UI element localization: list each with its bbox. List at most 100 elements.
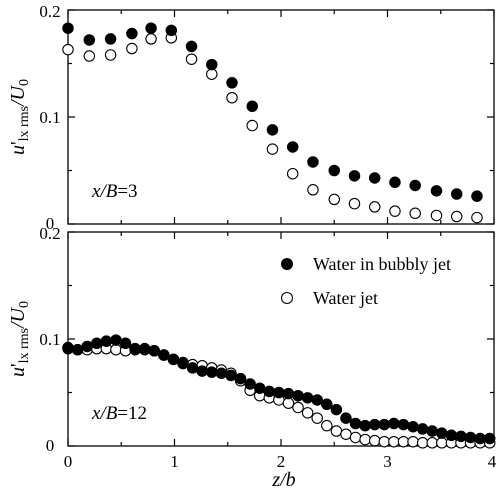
bubbly-jet-point-44 bbox=[483, 432, 496, 445]
bubbly-jet-point-43 bbox=[474, 432, 486, 445]
bubbly-jet-point-11 bbox=[167, 353, 180, 366]
water-jet-point-5 bbox=[110, 343, 122, 356]
water-jet-point-31 bbox=[359, 433, 371, 446]
water-jet-point-6 bbox=[185, 53, 198, 65]
water-jet-point-3 bbox=[126, 42, 138, 55]
bubbly-jet-point-10 bbox=[266, 124, 279, 136]
bubbly-jet-point-3 bbox=[126, 27, 138, 40]
bubbly-jet-point-40 bbox=[445, 429, 458, 442]
bubbly-jet-point-34 bbox=[388, 417, 400, 430]
bubbly-jet-point-19 bbox=[450, 188, 463, 200]
water-jet-point-0 bbox=[62, 43, 74, 56]
water-jet-point-19 bbox=[450, 210, 463, 223]
bubbly-jet-point-11 bbox=[286, 141, 299, 153]
water-jet-point-16 bbox=[389, 205, 401, 217]
bubbly-jet-point-25 bbox=[301, 392, 314, 404]
legend-label-water-jet: Water jet bbox=[313, 288, 378, 308]
bubbly-jet-point-15 bbox=[368, 172, 381, 184]
bubbly-jet-point-13 bbox=[328, 164, 340, 177]
bubbly-jet-point-5 bbox=[165, 24, 178, 37]
bubbly-jet-point-18 bbox=[234, 372, 247, 385]
bubbly-jet-point-7 bbox=[206, 58, 218, 71]
water-jet-point-32 bbox=[368, 434, 381, 447]
bubbly-jet-point-8 bbox=[138, 343, 151, 356]
water-jet-point-2 bbox=[104, 49, 117, 61]
water-jet-point-34 bbox=[388, 435, 400, 448]
water-jet-point-12 bbox=[307, 184, 319, 196]
legend-marker-open bbox=[280, 291, 294, 305]
bubbly-jet-point-41 bbox=[455, 430, 467, 443]
bottom-ytick-label-0: 0 bbox=[46, 436, 55, 455]
bubbly-jet-point-4 bbox=[145, 22, 157, 34]
bottom-ytick-label-1: 0.1 bbox=[39, 330, 60, 349]
top-ytick-label-1: 0.1 bbox=[39, 108, 60, 127]
water-jet-point-23 bbox=[282, 397, 295, 409]
bubbly-jet-point-14 bbox=[348, 170, 361, 182]
top-ytick-label-2: 0.2 bbox=[39, 2, 60, 21]
water-jet-point-13 bbox=[328, 193, 340, 206]
bubbly-jet-point-3 bbox=[91, 337, 103, 350]
water-jet-point-37 bbox=[416, 437, 429, 449]
top-data-points bbox=[62, 22, 483, 224]
bubbly-jet-point-35 bbox=[397, 418, 410, 431]
xtick-label-1: 1 bbox=[170, 452, 179, 471]
bubbly-jet-point-12 bbox=[307, 156, 319, 168]
water-jet-point-36 bbox=[407, 435, 419, 448]
xtick-label-2: 2 bbox=[277, 452, 286, 471]
xtick-label-4: 4 bbox=[488, 452, 497, 471]
bubbly-jet-point-16 bbox=[389, 176, 401, 189]
bubbly-jet-point-6 bbox=[185, 40, 198, 53]
bubbly-jet-point-9 bbox=[246, 100, 259, 113]
bubbly-jet-point-32 bbox=[368, 418, 381, 431]
bubbly-jet-point-17 bbox=[225, 369, 237, 382]
bottom-panel-annotation: x/B=12 bbox=[91, 403, 147, 424]
water-jet-point-35 bbox=[397, 435, 410, 448]
bubbly-jet-point-2 bbox=[104, 33, 117, 45]
bubbly-jet-point-22 bbox=[273, 386, 285, 399]
xtick-label-0: 0 bbox=[64, 452, 73, 471]
bubbly-jet-point-7 bbox=[129, 342, 141, 355]
xtick-label-3: 3 bbox=[383, 452, 392, 471]
water-jet-point-29 bbox=[340, 428, 352, 440]
bottom-y-axis-label: u'lx rms/U0 bbox=[7, 301, 32, 377]
top-ytick-label-0: 0 bbox=[46, 214, 55, 233]
water-jet-point-18 bbox=[430, 209, 443, 222]
bubbly-jet-point-4 bbox=[100, 335, 113, 347]
x-axis-label: z/b bbox=[271, 469, 295, 491]
water-jet-point-27 bbox=[321, 419, 333, 432]
bubbly-jet-point-24 bbox=[292, 389, 304, 402]
water-jet-point-20 bbox=[471, 211, 483, 224]
legend-marker-filled bbox=[281, 258, 293, 270]
bubbly-jet-point-36 bbox=[407, 420, 419, 433]
bubbly-jet-point-20 bbox=[253, 382, 266, 394]
bubbly-jet-point-23 bbox=[282, 387, 295, 400]
bubbly-jet-point-38 bbox=[426, 425, 438, 437]
top-ticks bbox=[67, 9, 495, 225]
top-panel-annotation: x/B=3 bbox=[91, 181, 138, 202]
bubbly-jet-point-29 bbox=[340, 412, 352, 424]
water-jet-point-10 bbox=[266, 143, 279, 155]
bubbly-jet-point-28 bbox=[330, 403, 343, 416]
bottom-data-points bbox=[62, 334, 496, 449]
bubbly-jet-point-10 bbox=[158, 349, 170, 361]
bubbly-jet-point-15 bbox=[206, 366, 218, 378]
bubbly-jet-point-1 bbox=[83, 34, 96, 46]
water-jet-point-8 bbox=[226, 91, 238, 104]
bubbly-jet-point-30 bbox=[349, 417, 362, 430]
water-jet-point-11 bbox=[286, 167, 299, 180]
legend-label-water-in-bubbly-jet: Water in bubbly jet bbox=[313, 254, 451, 274]
bubbly-jet-point-12 bbox=[177, 357, 189, 370]
water-jet-point-26 bbox=[311, 412, 323, 424]
bubbly-jet-point-6 bbox=[119, 337, 132, 350]
water-jet-point-14 bbox=[348, 197, 361, 210]
bubbly-jet-point-31 bbox=[359, 419, 371, 432]
bubbly-jet-point-0 bbox=[62, 342, 74, 355]
bubbly-jet-point-33 bbox=[378, 418, 391, 431]
bubbly-jet-point-17 bbox=[409, 179, 421, 192]
bubbly-jet-point-20 bbox=[471, 190, 483, 202]
water-jet-point-30 bbox=[349, 431, 362, 444]
bubbly-jet-point-13 bbox=[186, 362, 199, 374]
bubbly-jet-point-8 bbox=[226, 77, 238, 89]
water-jet-point-7 bbox=[206, 68, 218, 80]
